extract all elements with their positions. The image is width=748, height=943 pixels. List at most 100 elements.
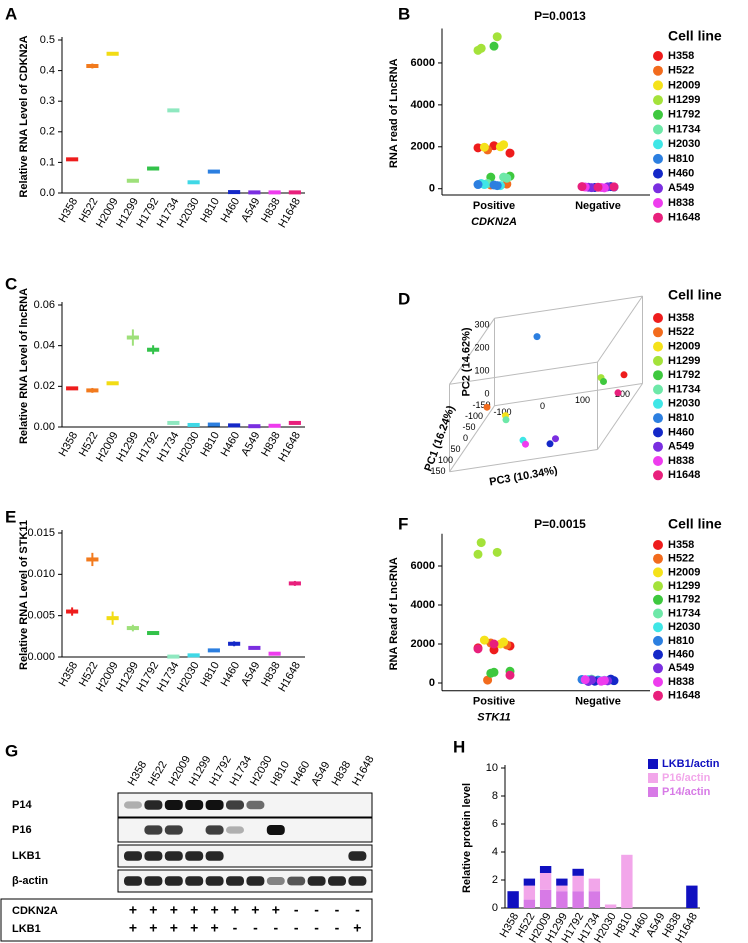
legend-label: LKB1/actin (662, 758, 720, 770)
panel-letter: E (5, 507, 16, 526)
y-axis-label: Relative RNA Level of lncRNA (18, 288, 30, 444)
y-tick-label: 6000 (411, 560, 435, 572)
legend-marker (648, 759, 658, 769)
genotype-sign: - (273, 920, 278, 936)
legend-label: P16/actin (662, 772, 711, 784)
legend-label: H1734 (668, 383, 701, 395)
x-axis-label: PC3 (10.34%) (488, 465, 558, 489)
panel-letter: G (5, 741, 18, 760)
y-tick-label: 0 (492, 902, 498, 914)
cube-edge (449, 361, 598, 385)
x-tick-label: A549 (239, 660, 262, 688)
band (266, 825, 285, 835)
mean-marker (147, 347, 160, 352)
legend-marker (653, 594, 663, 605)
legend-marker (653, 95, 663, 106)
y-tick-label: 0.5 (40, 34, 55, 46)
panel-letter: C (5, 274, 17, 293)
mean-marker (248, 645, 261, 650)
band (205, 851, 224, 861)
legend-marker (653, 398, 663, 409)
legend-label: H810 (668, 412, 694, 424)
chart-title: P=0.0013 (534, 9, 586, 23)
band (348, 851, 367, 861)
legend-marker (653, 413, 663, 424)
band (185, 827, 203, 833)
band (124, 801, 142, 809)
y-tick-label: 0.015 (27, 527, 55, 539)
genotype-sign: + (211, 902, 219, 918)
legend-marker (653, 441, 663, 452)
x-tick-label: H810 (198, 430, 222, 459)
mean-marker (147, 631, 160, 636)
point (495, 142, 505, 152)
cube-edge (597, 383, 643, 450)
panel-letter: D (398, 289, 410, 308)
legend-marker (653, 635, 663, 646)
y-tick-label: 0.2 (40, 126, 55, 138)
mean-marker (248, 424, 261, 429)
genotype-sign: + (353, 920, 361, 936)
blot-frame (117, 869, 373, 893)
band (267, 853, 285, 859)
column-label: A549 (309, 760, 332, 788)
legend-label: H1299 (668, 355, 700, 367)
band (266, 877, 285, 885)
mean-marker (207, 648, 220, 653)
legend-label: H358 (668, 312, 694, 324)
y-tick-label: 10 (486, 762, 498, 774)
mean-marker (207, 422, 220, 427)
cube-edge (449, 318, 495, 385)
point (492, 547, 502, 557)
y-tick-label: 0.4 (40, 65, 55, 77)
bar-segment (539, 866, 552, 873)
bar-segment (686, 885, 698, 908)
y-axis-label: PC2 (14.62%) (460, 327, 472, 396)
z-tick-label: -150 (472, 400, 490, 410)
chart-title: P=0.0015 (534, 517, 586, 531)
legend-marker (653, 677, 663, 687)
legend-marker (653, 622, 663, 633)
mean-marker (86, 388, 99, 393)
legend-label: H522 (668, 65, 694, 77)
x-axis-label: STK11 (477, 712, 510, 724)
genotype-sign: + (211, 920, 219, 936)
point (473, 549, 483, 559)
x-axis-label: CDKN2A (471, 216, 517, 228)
legend-label: H2009 (668, 79, 700, 91)
cube-edge (494, 383, 643, 407)
y-tick-label: 0.005 (27, 610, 55, 622)
x-tick-label: Positive (473, 200, 515, 212)
band (308, 802, 326, 808)
genotype-sign: - (355, 902, 360, 918)
legend-marker (653, 168, 663, 179)
mean-marker (66, 157, 79, 162)
bar-segment (523, 878, 536, 886)
legend-label: H1734 (668, 607, 701, 619)
genotype-sign: + (129, 920, 137, 936)
legend-marker (653, 370, 663, 381)
y-axis-label: RNA read of LncRNA (388, 58, 400, 168)
x-tick-label: H460 (219, 430, 243, 459)
bar-segment (604, 904, 617, 908)
band (144, 800, 163, 810)
legend-label: H1734 (668, 123, 701, 135)
y-tick-label: 8 (492, 790, 498, 802)
y-axis-label: Relative RNA Level of STK11 (18, 520, 30, 670)
band (226, 800, 244, 810)
bar-segment (572, 868, 584, 876)
point (600, 378, 607, 385)
legend-marker (653, 581, 663, 592)
genotype-sign: + (190, 902, 198, 918)
z-tick-label: 100 (438, 455, 453, 465)
y-tick-label: 0 (429, 183, 435, 195)
band (226, 853, 244, 859)
y-axis-label: Relative protein level (461, 783, 473, 893)
row-label: LKB1 (12, 850, 41, 862)
band (164, 800, 183, 810)
genotype-sign: + (149, 920, 157, 936)
mean-marker (187, 180, 200, 185)
mean-marker (167, 420, 180, 425)
bar-segment (539, 889, 552, 908)
legend-marker (648, 773, 658, 783)
